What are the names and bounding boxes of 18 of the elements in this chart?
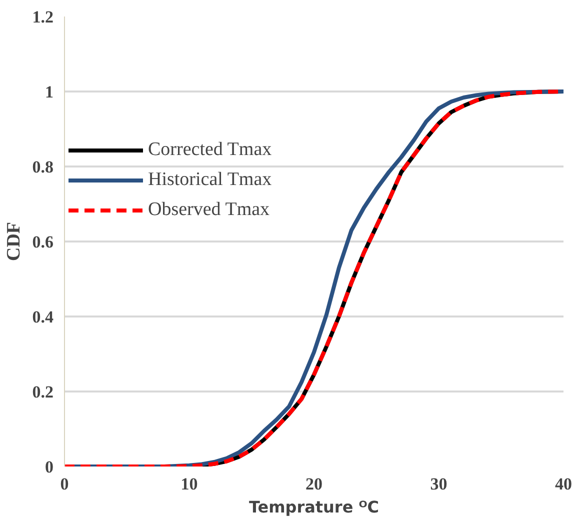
x-tick-label: 40 bbox=[555, 474, 572, 494]
y-axis-title: CDF bbox=[3, 222, 24, 262]
y-tick-label: 0.8 bbox=[32, 158, 54, 176]
y-tick-label: 0.4 bbox=[32, 308, 54, 326]
y-tick-label: 1 bbox=[45, 82, 54, 102]
legend-label: Historical Tmax bbox=[148, 169, 272, 191]
legend-label: Corrected Tmax bbox=[148, 139, 272, 161]
y-tick-label: 0.2 bbox=[32, 382, 54, 402]
legend-label: Observed Tmax bbox=[148, 199, 270, 221]
line-series bbox=[64, 90, 564, 466]
x-axis-title: Temprature ᴼC bbox=[248, 498, 380, 516]
y-tick-label: 0.6 bbox=[32, 232, 54, 252]
x-tick-label: 0 bbox=[60, 474, 69, 494]
x-tick-label: 10 bbox=[180, 474, 198, 494]
y-tick-label: 0 bbox=[45, 458, 54, 476]
x-tick-label: 20 bbox=[306, 474, 322, 494]
x-tick-label: 30 bbox=[430, 474, 448, 494]
y-tick-label: 1.2 bbox=[32, 8, 54, 26]
